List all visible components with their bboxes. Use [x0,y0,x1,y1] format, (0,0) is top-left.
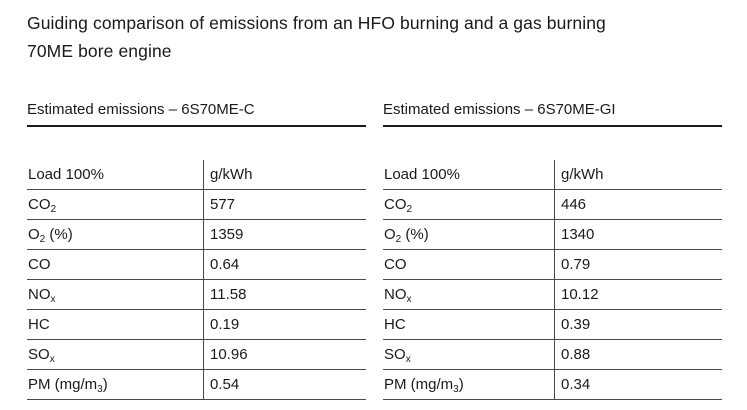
emission-value: 1359 [210,226,244,243]
unit-label: g/kWh [561,166,604,183]
table-row: O2 (%) 1340 [383,220,722,250]
emission-label: SOx [27,340,204,369]
table-row: NOx 11.58 [27,280,366,310]
emissions-table-6s70me-gi: Estimated emissions – 6S70ME-GI Load 100… [383,100,722,400]
emission-value: 1340 [561,226,595,243]
emission-label: CO2 [383,190,555,219]
emission-value: 446 [561,196,587,213]
emission-value: 0.88 [561,346,591,363]
title-line-2: 70ME bore engine [27,41,172,61]
emission-value: 10.12 [561,286,599,303]
emission-value: 10.96 [210,346,248,363]
table-row: NOx 10.12 [383,280,722,310]
emission-label: HC [383,310,555,339]
emission-label: O2 (%) [383,220,555,249]
emission-value: 11.58 [210,286,247,303]
document-title: Guiding comparison of emissions from an … [27,9,727,65]
emission-label: SOx [383,340,555,369]
table-row: CO 0.64 [27,250,366,280]
table-row: CO2 446 [383,190,722,220]
title-line-1: Guiding comparison of emissions from an … [27,13,606,33]
emission-label: O2 (%) [27,220,204,249]
emission-value: 0.39 [561,316,591,333]
table-row: O2 (%) 1359 [27,220,366,250]
table-heading: Estimated emissions – 6S70ME-C [27,100,366,127]
table-row: HC 0.39 [383,310,722,340]
emission-label: PM (mg/m3) [383,370,555,399]
emission-value: 0.19 [210,316,240,333]
load-label: Load 100% [27,160,204,189]
emission-label: PM (mg/m3) [27,370,204,399]
table-header-row: Load 100% g/kWh [27,160,366,190]
table-row: PM (mg/m3) 0.54 [27,370,366,400]
load-label: Load 100% [383,160,555,189]
emission-label: HC [27,310,204,339]
emissions-table-6s70me-c: Estimated emissions – 6S70ME-C Load 100%… [27,100,366,400]
table-row: SOx 0.88 [383,340,722,370]
table-body: Load 100% g/kWh CO2 577 O2 (%) 1359 CO 0… [27,160,366,400]
table-row: CO 0.79 [383,250,722,280]
emission-label: CO [27,250,204,279]
emission-label: NOx [383,280,555,309]
emission-value: 0.34 [561,376,591,393]
table-row: SOx 10.96 [27,340,366,370]
emission-value: 0.54 [210,376,240,393]
emission-value: 0.64 [210,256,240,273]
emission-label: CO2 [27,190,204,219]
emission-label: NOx [27,280,204,309]
unit-label: g/kWh [210,166,253,183]
table-body: Load 100% g/kWh CO2 446 O2 (%) 1340 CO 0… [383,160,722,400]
table-row: CO2 577 [27,190,366,220]
table-header-row: Load 100% g/kWh [383,160,722,190]
table-row: HC 0.19 [27,310,366,340]
emission-label: CO [383,250,555,279]
emission-value: 0.79 [561,256,591,273]
table-heading: Estimated emissions – 6S70ME-GI [383,100,722,127]
table-row: PM (mg/m3) 0.34 [383,370,722,400]
emission-value: 577 [210,196,236,213]
